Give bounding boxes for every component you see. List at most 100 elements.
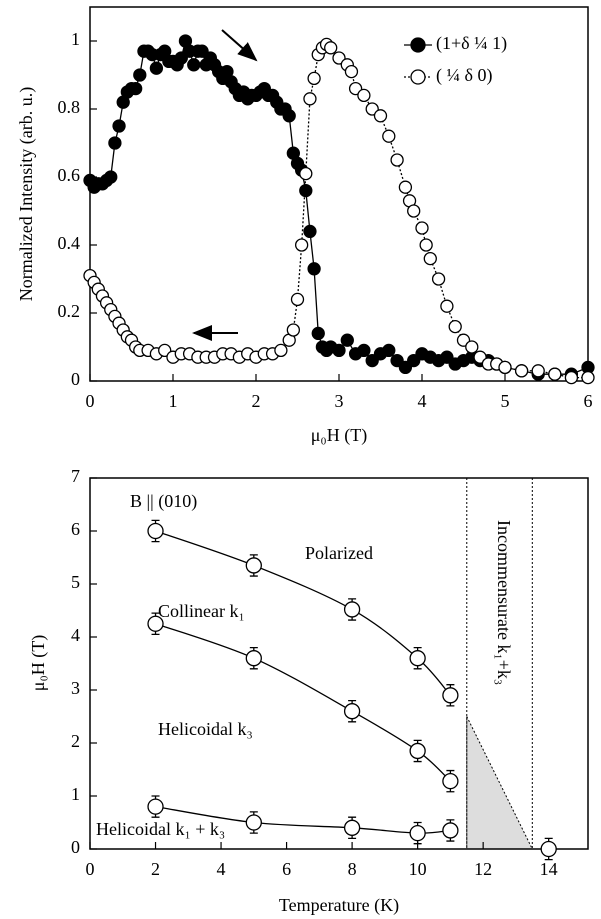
data-point [409, 650, 426, 667]
data-point [343, 703, 361, 720]
x-tick-label: 8 [348, 859, 357, 879]
y-tick-label: 4 [71, 625, 80, 645]
data-point [431, 272, 446, 286]
sweep-arrow [221, 29, 258, 62]
data-point [343, 819, 361, 836]
data-point [514, 364, 529, 378]
data-point [245, 814, 262, 831]
x-axis-label: Temperature (K) [279, 895, 399, 916]
data-point [274, 343, 288, 358]
data-point [307, 71, 321, 86]
data-point [357, 343, 371, 358]
y-tick-label: 0.2 [58, 301, 81, 321]
shaded-region [466, 716, 534, 850]
x-tick-label: 3 [335, 391, 344, 411]
data-point [442, 822, 459, 839]
data-point [290, 292, 305, 307]
data-point [498, 360, 512, 375]
x-tick-label: 12 [474, 859, 492, 879]
annotation: B || (010) [130, 491, 197, 512]
y-axis-label: μ₀H (T) [28, 635, 49, 691]
data-point [344, 64, 359, 79]
x-tick-label: 10 [409, 859, 427, 879]
data-point [440, 299, 454, 313]
data-point [147, 798, 164, 815]
x-tick-label: 14 [540, 859, 558, 879]
data-point [581, 370, 595, 385]
data-point [382, 343, 396, 358]
data-point [245, 650, 262, 667]
legend-marker [410, 37, 426, 53]
data-point [299, 166, 313, 181]
data-point [531, 364, 545, 378]
y-tick-label: 0.4 [58, 233, 81, 253]
annotation: Incommensurate k₁+k₃ [494, 520, 514, 685]
data-point [465, 340, 479, 354]
y-tick-label: 2 [71, 731, 80, 751]
legend-marker [410, 69, 426, 85]
data-point [187, 58, 201, 72]
x-tick-label: 2 [151, 859, 160, 879]
data-point [245, 557, 262, 574]
y-tick-label: 1 [71, 29, 80, 49]
data-point [112, 119, 126, 133]
data-point [373, 109, 388, 123]
data-point [343, 601, 361, 618]
data-point [340, 333, 354, 347]
data-point [540, 840, 557, 858]
data-point [332, 343, 346, 358]
x-tick-label: 4 [418, 391, 427, 411]
y-axis-label: Normalized Intensity (arb. u.) [16, 87, 37, 301]
x-tick-label: 6 [584, 391, 593, 411]
x-tick-label: 0 [86, 391, 95, 411]
y-tick-label: 0.6 [58, 165, 81, 185]
data-point [409, 742, 426, 760]
data-point [357, 88, 371, 103]
data-point [564, 370, 579, 385]
y-tick-label: 6 [71, 519, 80, 539]
data-point [409, 824, 426, 842]
annotation: Helicoidal k₁ + k₃ [96, 819, 225, 839]
data-point [303, 224, 317, 239]
annotation: Collinear k₁ [158, 601, 245, 621]
x-tick-label: 4 [217, 859, 226, 879]
data-point [398, 180, 413, 194]
data-point [307, 262, 321, 276]
plot-frame [89, 477, 589, 850]
data-point [282, 109, 296, 123]
data-point [133, 68, 147, 82]
data-point [415, 221, 429, 235]
data-point [108, 136, 122, 150]
y-tick-label: 0 [71, 837, 80, 857]
data-point [407, 204, 421, 218]
annotation: Helicoidal k₃ [158, 719, 253, 739]
y-tick-label: 3 [71, 678, 80, 698]
data-point [548, 367, 562, 381]
x-tick-label: 1 [169, 391, 178, 411]
data-point [442, 773, 459, 790]
legend-label: ( ¼ δ 0) [436, 65, 492, 86]
data-point [324, 41, 338, 55]
data-point [303, 92, 317, 106]
data-point [442, 687, 459, 704]
data-point [147, 522, 164, 540]
data-point [294, 238, 309, 252]
x-tick-label: 6 [282, 859, 291, 879]
x-axis-label: μ₀H (T) [311, 425, 367, 446]
data-point [104, 170, 118, 184]
y-tick-label: 1 [71, 784, 80, 804]
y-tick-label: 7 [71, 466, 80, 486]
data-point [390, 153, 404, 167]
data-point [147, 615, 164, 632]
y-tick-label: 0.8 [58, 97, 81, 117]
data-point [149, 61, 164, 75]
y-tick-label: 5 [71, 572, 80, 592]
data-point [448, 319, 462, 334]
data-point [419, 238, 433, 252]
legend-label: (1+δ ¼ 1) [436, 33, 507, 54]
annotation: Polarized [305, 543, 373, 563]
x-tick-label: 5 [501, 391, 510, 411]
data-point [382, 129, 396, 143]
